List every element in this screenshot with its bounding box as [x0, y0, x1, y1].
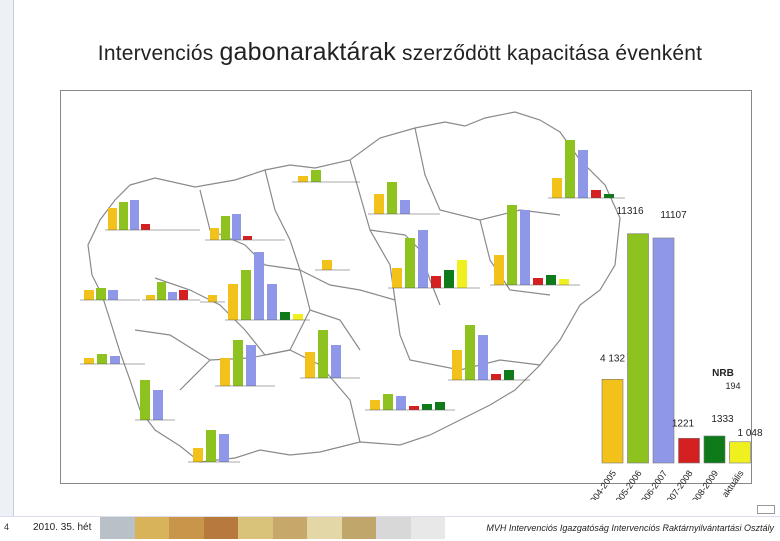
category-label-aktuális: aktuális [720, 468, 746, 499]
left-sidebar-strip [0, 0, 14, 520]
photo-tile-silo [100, 517, 135, 539]
hungary-county-map [80, 111, 625, 463]
photo-tile-grain [238, 517, 273, 539]
mini-chart-tolna [215, 340, 275, 387]
mini-chart-borsod [548, 140, 625, 199]
mini-chart-somogy [135, 380, 175, 421]
mini-chart-nograd [292, 170, 360, 183]
corner-logo-mark [757, 505, 775, 514]
photo-tile-grain [203, 517, 238, 539]
county-border-11 [179, 359, 211, 391]
mini-chart-fejer [200, 295, 225, 303]
mini-chart-jasz [388, 230, 480, 289]
value-label-2006-2007: 11107 [660, 210, 687, 221]
photo-tile-grain [307, 517, 342, 539]
mini-chart-hajdu [490, 205, 580, 286]
value-label-2007-2008: 1221 [672, 418, 695, 429]
summary-category-labels: 2004-20052005-20062006-20072007-20082008… [585, 468, 746, 500]
title-text-1: Intervenciós [97, 42, 220, 65]
bar-aktuális [729, 441, 751, 464]
county-border-10 [264, 309, 361, 356]
mini-chart-bacs [300, 330, 360, 379]
title-text-3: szerződött kapacitása évenként [395, 42, 703, 65]
county-border-3 [264, 169, 311, 311]
county-border-7 [394, 299, 541, 371]
county-border-2 [154, 277, 266, 356]
county-border-13 [134, 329, 211, 361]
bar-2005-2006 [627, 233, 649, 464]
value-label-2005-2006: 11316 [616, 206, 644, 217]
mini-chart-nw [105, 200, 200, 231]
summary-bars [601, 233, 751, 464]
photo-tile-grain [169, 517, 204, 539]
value-label-2004-2005: 4 132 [600, 353, 625, 364]
bar-2008-2009 [703, 435, 726, 464]
annotation-value: 194 [725, 381, 740, 391]
photo-tile-warehouse [410, 517, 445, 539]
category-label-2004-2005: 2004-2005 [585, 468, 618, 500]
county-border-8 [299, 269, 396, 301]
photo-tile-warehouse [376, 517, 411, 539]
mini-chart-zala [80, 354, 145, 365]
bar-2004-2005 [601, 378, 624, 464]
slide-title: Intervenciós gabonaraktárak szerződött k… [30, 38, 770, 67]
mini-chart-bekes [448, 325, 530, 381]
mini-chart-csongrad [365, 394, 455, 411]
mini-chart-heves [368, 182, 440, 215]
county-border-1 [199, 189, 301, 271]
bar-2007-2008 [678, 437, 700, 464]
photo-tile-grain [272, 517, 307, 539]
annotation-title: NRB [712, 368, 734, 379]
county-mini-charts [80, 140, 625, 463]
mini-chart-pest [225, 252, 310, 321]
value-label-2008-2009: 1333 [711, 414, 734, 425]
photo-tile-grain [134, 517, 169, 539]
mini-chart-gyor [205, 214, 285, 241]
title-text-2: gabonaraktárak [219, 38, 396, 66]
footer-date: 2010. 35. hét [33, 522, 92, 533]
photo-tile-grain [341, 517, 376, 539]
value-label-aktuális: 1 048 [737, 428, 762, 439]
bar-2006-2007 [652, 237, 675, 464]
footer-organization: MVH Intervenciós Igazgatóság Intervenció… [486, 523, 774, 533]
mini-chart-vas [80, 288, 140, 301]
mini-chart-baranya [188, 430, 240, 463]
page-number: 4 [4, 522, 10, 532]
mini-chart-veszprem [142, 282, 200, 301]
mini-chart-budapest [315, 260, 350, 271]
grain-photo-strip [100, 517, 445, 539]
